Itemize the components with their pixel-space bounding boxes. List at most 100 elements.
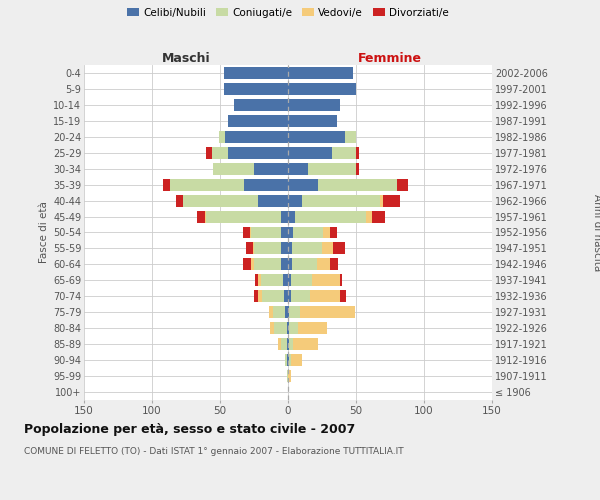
Bar	[295, 210, 365, 222]
Bar	[287, 370, 288, 382]
Bar	[224, 67, 288, 79]
Bar	[285, 354, 287, 366]
Bar	[288, 242, 292, 254]
Bar	[302, 194, 380, 206]
Bar	[261, 274, 283, 286]
Bar	[287, 322, 288, 334]
Bar	[176, 194, 183, 206]
Bar	[289, 338, 293, 350]
Bar	[243, 226, 250, 238]
Bar	[274, 322, 287, 334]
Bar	[288, 131, 345, 143]
Bar	[288, 290, 291, 302]
Bar	[288, 370, 291, 382]
Bar	[288, 306, 289, 318]
Bar	[373, 210, 385, 222]
Bar	[269, 306, 273, 318]
Bar	[273, 306, 285, 318]
Bar	[288, 274, 291, 286]
Bar	[284, 290, 288, 302]
Bar	[283, 274, 288, 286]
Bar	[288, 83, 356, 95]
Bar	[287, 354, 288, 366]
Y-axis label: Fasce di età: Fasce di età	[38, 202, 49, 264]
Bar	[212, 147, 228, 158]
Text: Popolazione per età, sesso e stato civile - 2007: Popolazione per età, sesso e stato civil…	[24, 422, 355, 436]
Bar	[288, 258, 292, 270]
Bar	[281, 226, 288, 238]
Bar	[288, 178, 318, 190]
Bar	[288, 322, 289, 334]
Bar	[205, 210, 206, 222]
Bar	[308, 162, 356, 174]
Legend: Celibi/Nubili, Coniugati/e, Vedovi/e, Divorziati/e: Celibi/Nubili, Coniugati/e, Vedovi/e, Di…	[127, 8, 449, 18]
Bar	[365, 210, 373, 222]
Bar	[288, 338, 289, 350]
Bar	[254, 162, 288, 174]
Bar	[288, 147, 332, 158]
Bar	[298, 322, 328, 334]
Bar	[289, 354, 291, 366]
Bar	[288, 99, 340, 111]
Bar	[330, 226, 337, 238]
Bar	[323, 226, 330, 238]
Bar	[183, 194, 258, 206]
Bar	[345, 131, 356, 143]
Bar	[281, 338, 287, 350]
Bar	[288, 354, 289, 366]
Bar	[288, 194, 302, 206]
Bar	[300, 306, 355, 318]
Bar	[291, 274, 313, 286]
Bar	[293, 338, 318, 350]
Text: Femmine: Femmine	[358, 52, 422, 64]
Bar	[340, 274, 343, 286]
Bar	[246, 242, 253, 254]
Bar	[258, 274, 261, 286]
Bar	[287, 338, 288, 350]
Bar	[340, 290, 346, 302]
Bar	[310, 290, 340, 302]
Bar	[317, 258, 330, 270]
Bar	[291, 354, 302, 366]
Bar	[281, 242, 288, 254]
Bar	[243, 258, 251, 270]
Bar	[254, 242, 281, 254]
Bar	[170, 178, 244, 190]
Bar	[258, 194, 288, 206]
Bar	[258, 290, 262, 302]
Bar	[292, 242, 322, 254]
Bar	[289, 322, 298, 334]
Bar	[278, 338, 281, 350]
Bar	[218, 131, 226, 143]
Bar	[250, 226, 251, 238]
Bar	[163, 178, 170, 190]
Bar	[288, 115, 337, 127]
Bar	[285, 306, 288, 318]
Bar	[380, 194, 383, 206]
Bar	[356, 162, 359, 174]
Bar	[213, 162, 254, 174]
Bar	[271, 322, 274, 334]
Bar	[228, 147, 288, 158]
Bar	[251, 226, 281, 238]
Bar	[206, 210, 281, 222]
Bar	[281, 258, 288, 270]
Bar	[292, 258, 317, 270]
Bar	[233, 99, 288, 111]
Bar	[332, 147, 356, 158]
Bar	[254, 290, 258, 302]
Bar	[288, 162, 308, 174]
Bar	[318, 178, 397, 190]
Bar	[256, 274, 258, 286]
Bar	[330, 258, 338, 270]
Bar	[262, 290, 284, 302]
Bar	[288, 67, 353, 79]
Bar	[322, 242, 333, 254]
Bar	[356, 147, 359, 158]
Bar	[291, 290, 310, 302]
Text: Maschi: Maschi	[161, 52, 211, 64]
Bar	[333, 242, 345, 254]
Bar	[197, 210, 205, 222]
Bar	[244, 178, 288, 190]
Bar	[206, 147, 212, 158]
